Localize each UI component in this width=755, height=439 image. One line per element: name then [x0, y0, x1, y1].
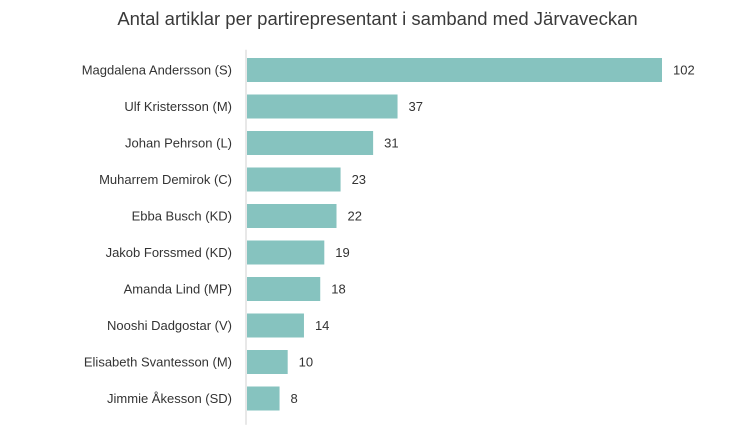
category-label: Jimmie Åkesson (SD) — [107, 391, 232, 406]
bar-series — [247, 58, 662, 411]
value-label: 23 — [352, 172, 366, 187]
bar — [247, 58, 662, 82]
category-label: Muharrem Demirok (C) — [99, 172, 232, 187]
category-label: Jakob Forssmed (KD) — [106, 245, 232, 260]
bar — [247, 131, 374, 155]
bar — [247, 313, 304, 338]
value-label: 31 — [384, 136, 398, 151]
value-label: 102 — [673, 63, 695, 78]
value-label: 18 — [331, 282, 345, 297]
category-label: Magdalena Andersson (S) — [82, 63, 232, 78]
value-label: 10 — [299, 355, 313, 370]
category-label: Johan Pehrson (L) — [125, 136, 232, 151]
chart-title: Antal artiklar per partirepresentant i s… — [117, 8, 638, 29]
bar — [247, 167, 341, 192]
value-label: 8 — [291, 391, 298, 406]
bar — [247, 386, 280, 411]
value-labels: 102 37 31 23 22 19 18 14 10 8 — [291, 63, 695, 407]
bar — [247, 94, 398, 119]
bar — [247, 350, 288, 374]
category-labels: Magdalena Andersson (S) Ulf Kristersson (… — [82, 63, 232, 407]
bar — [247, 240, 325, 265]
value-label: 22 — [348, 209, 362, 224]
category-label: Elisabeth Svantesson (M) — [84, 355, 232, 370]
value-label: 14 — [315, 318, 329, 333]
value-label: 19 — [335, 245, 349, 260]
category-label: Amanda Lind (MP) — [124, 282, 232, 297]
value-label: 37 — [409, 99, 423, 114]
category-label: Nooshi Dadgostar (V) — [107, 318, 232, 333]
bar — [247, 204, 337, 228]
category-label: Ebba Busch (KD) — [132, 209, 232, 224]
bar — [247, 277, 321, 301]
category-label: Ulf Kristersson (M) — [124, 99, 232, 114]
